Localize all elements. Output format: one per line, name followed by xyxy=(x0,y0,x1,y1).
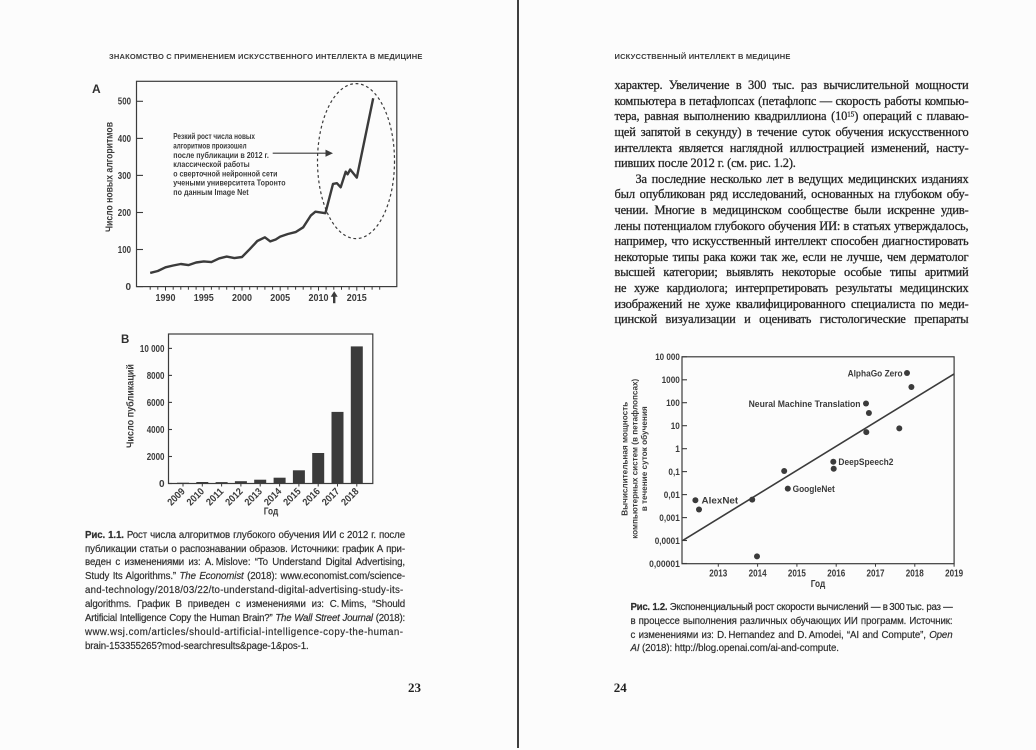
svg-text:2014: 2014 xyxy=(749,569,767,580)
svg-text:Вычислительная мощность: Вычислительная мощность xyxy=(621,402,630,516)
svg-text:2015: 2015 xyxy=(282,486,304,508)
svg-text:Число новых алгоритмов: Число новых алгоритмов xyxy=(105,122,116,232)
svg-text:1000: 1000 xyxy=(662,375,680,385)
svg-text:200: 200 xyxy=(118,208,132,219)
svg-text:В: В xyxy=(121,334,129,346)
svg-text:10 000: 10 000 xyxy=(140,344,165,355)
svg-text:0,1: 0,1 xyxy=(668,467,679,477)
svg-text:о сверточной нейронной сети: о сверточной нейронной сети xyxy=(173,169,277,178)
svg-text:2010: 2010 xyxy=(309,293,329,304)
svg-text:Год: Год xyxy=(264,507,279,518)
svg-text:0: 0 xyxy=(159,479,165,490)
svg-text:2009: 2009 xyxy=(166,486,188,508)
svg-text:AlexNet: AlexNet xyxy=(702,495,739,505)
svg-text:по данным Image Net: по данным Image Net xyxy=(173,188,249,197)
svg-text:500: 500 xyxy=(118,97,132,108)
svg-text:2016: 2016 xyxy=(301,486,323,508)
svg-text:2015: 2015 xyxy=(347,293,367,304)
svg-text:0,00001: 0,00001 xyxy=(649,559,680,569)
svg-text:AlphaGo Zero: AlphaGo Zero xyxy=(848,368,903,378)
svg-text:2011: 2011 xyxy=(204,486,226,508)
svg-text:0,001: 0,001 xyxy=(659,513,680,523)
svg-text:8000: 8000 xyxy=(147,371,165,382)
svg-text:2016: 2016 xyxy=(827,569,845,580)
svg-text:компьютерных систем (в петафло: компьютерных систем (в петафлопсах) xyxy=(630,378,639,538)
svg-text:Число публикаций: Число публикаций xyxy=(125,364,137,448)
svg-text:2015: 2015 xyxy=(788,569,806,580)
svg-text:Резкий рост числа новых: Резкий рост числа новых xyxy=(173,132,255,141)
svg-text:0: 0 xyxy=(125,282,131,293)
svg-text:2018: 2018 xyxy=(906,569,924,580)
svg-text:0,0001: 0,0001 xyxy=(655,536,680,546)
svg-text:2000: 2000 xyxy=(232,293,252,304)
svg-text:10: 10 xyxy=(671,421,680,431)
svg-text:100: 100 xyxy=(118,245,132,256)
svg-text:после публикации в 2012 г.: после публикации в 2012 г. xyxy=(173,151,268,160)
svg-text:1995: 1995 xyxy=(194,293,214,304)
svg-text:2010: 2010 xyxy=(185,486,207,508)
svg-text:в течение суток обучения: в течение суток обучения xyxy=(640,406,649,511)
svg-text:6000: 6000 xyxy=(147,398,165,409)
svg-text:2000: 2000 xyxy=(147,452,165,463)
svg-text:2017: 2017 xyxy=(320,486,342,508)
svg-text:Год: Год xyxy=(811,579,826,590)
svg-text:2013: 2013 xyxy=(709,569,727,580)
svg-text:2019: 2019 xyxy=(945,569,963,580)
svg-text:2013: 2013 xyxy=(243,486,265,508)
svg-text:классической работы: классической работы xyxy=(173,160,250,169)
svg-text:1990: 1990 xyxy=(156,293,176,304)
svg-text:А: А xyxy=(92,82,101,96)
svg-text:2012: 2012 xyxy=(224,486,246,508)
svg-text:0,01: 0,01 xyxy=(664,490,680,500)
svg-text:алгоритмов произошел: алгоритмов произошел xyxy=(173,142,246,151)
svg-text:учеными университета Торонто: учеными университета Торонто xyxy=(173,179,285,188)
svg-text:2017: 2017 xyxy=(867,569,885,580)
svg-text:400: 400 xyxy=(118,134,132,145)
svg-text:2005: 2005 xyxy=(270,293,290,304)
svg-text:2018: 2018 xyxy=(340,486,362,508)
svg-text:2014: 2014 xyxy=(262,486,284,508)
svg-text:100: 100 xyxy=(666,398,680,408)
svg-text:DeepSpeech2: DeepSpeech2 xyxy=(838,457,893,467)
svg-text:GoogleNet: GoogleNet xyxy=(793,484,835,494)
svg-text:1: 1 xyxy=(675,444,680,454)
svg-text:300: 300 xyxy=(118,171,132,182)
svg-text:10 000: 10 000 xyxy=(655,352,680,362)
svg-text:Neural Machine Translation: Neural Machine Translation xyxy=(749,399,861,409)
svg-text:4000: 4000 xyxy=(147,425,165,436)
